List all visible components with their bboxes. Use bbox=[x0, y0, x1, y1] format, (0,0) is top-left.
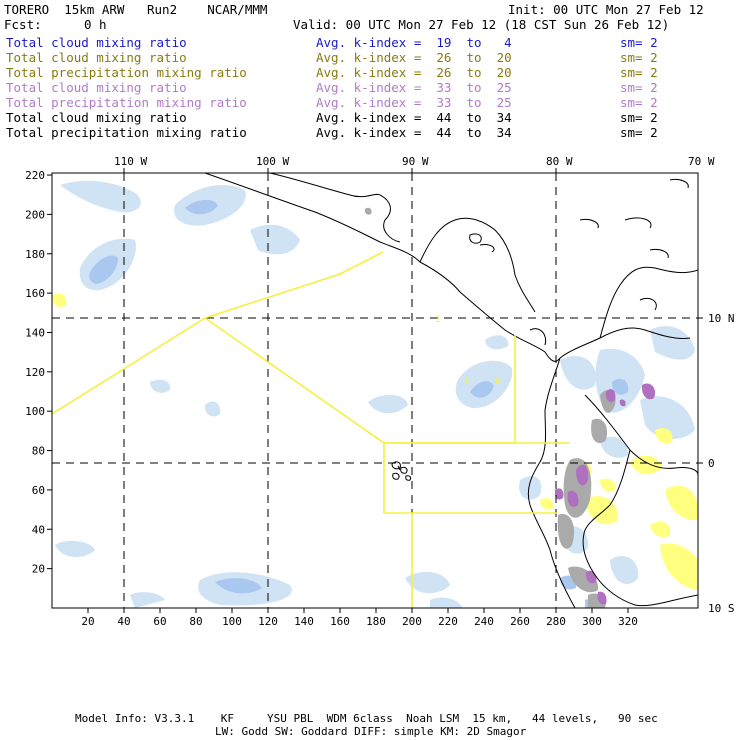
x-tick-label: 140 bbox=[294, 615, 314, 628]
field-smoothing: sm= 2 bbox=[620, 125, 658, 140]
field-kindex: Avg. k-index = 44 to 34 bbox=[316, 125, 512, 140]
x-tick-label: 240 bbox=[474, 615, 494, 628]
lon-label: 90 W bbox=[402, 155, 429, 168]
field-kindex: Avg. k-index = 44 to 34 bbox=[316, 110, 512, 125]
x-tick-label: 280 bbox=[546, 615, 566, 628]
y-tick-label: 220 bbox=[25, 169, 45, 182]
coastline bbox=[204, 173, 698, 608]
field-name: Total precipitation mixing ratio bbox=[6, 65, 247, 80]
x-tick-label: 200 bbox=[402, 615, 422, 628]
svg-text:a: a bbox=[494, 376, 499, 386]
field-name: Total cloud mixing ratio bbox=[6, 80, 187, 95]
field-kindex: Avg. k-index = 19 to 4 bbox=[316, 35, 512, 50]
field-kindex: Avg. k-index = 26 to 20 bbox=[316, 50, 512, 65]
y-tick-label: 20 bbox=[32, 563, 45, 576]
physics-info-line: LW: Godd SW: Goddard DIFF: simple KM: 2D… bbox=[215, 725, 527, 738]
lat-lon-grid bbox=[52, 173, 698, 608]
field-name: Total precipitation mixing ratio bbox=[6, 95, 247, 110]
y-tick-label: 60 bbox=[32, 484, 45, 497]
x-tick-label: 220 bbox=[438, 615, 458, 628]
lon-label: 80 W bbox=[546, 155, 573, 168]
field-smoothing: sm= 2 bbox=[620, 50, 658, 65]
field-smoothing: sm= 2 bbox=[620, 110, 658, 125]
lat-label: 10 S bbox=[708, 602, 735, 615]
x-tick-label: 80 bbox=[189, 615, 202, 628]
lon-label: 100 W bbox=[256, 155, 289, 168]
x-tick-label: 160 bbox=[330, 615, 350, 628]
y-tick-label: 160 bbox=[25, 287, 45, 300]
precipitation-shading bbox=[52, 293, 698, 590]
field-name: Total cloud mixing ratio bbox=[6, 35, 187, 50]
field-kindex: Avg. k-index = 33 to 25 bbox=[316, 95, 512, 110]
lat-label: 10 N bbox=[708, 312, 735, 325]
lat-label: 0 bbox=[708, 457, 715, 470]
valid-time: Valid: 00 UTC Mon 27 Feb 12 (18 CST Sun … bbox=[293, 17, 670, 32]
x-tick-label: 260 bbox=[510, 615, 530, 628]
y-tick-label: 140 bbox=[25, 326, 45, 339]
map-frame bbox=[51, 172, 699, 609]
forecast-label: Fcst: bbox=[4, 17, 42, 32]
field-name: Total cloud mixing ratio bbox=[6, 110, 187, 125]
x-tick-label: 300 bbox=[582, 615, 602, 628]
yellow-markers: 1 c a bbox=[435, 315, 499, 386]
cloud-mixing-ratio-shading bbox=[55, 180, 695, 608]
x-tick-label: 100 bbox=[222, 615, 242, 628]
y-tick-label: 180 bbox=[25, 248, 45, 261]
field-name: Total precipitation mixing ratio bbox=[6, 125, 247, 140]
x-tick-label: 180 bbox=[366, 615, 386, 628]
forecast-value: 0 h bbox=[84, 17, 107, 32]
x-tick-label: 20 bbox=[81, 615, 94, 628]
model-title: TORERO 15km ARW Run2 NCAR/MMM bbox=[4, 2, 268, 17]
svg-text:1: 1 bbox=[435, 315, 440, 325]
lon-label: 110 W bbox=[114, 155, 147, 168]
y-tick-label: 200 bbox=[25, 208, 45, 221]
field-smoothing: sm= 2 bbox=[620, 65, 658, 80]
domain-boundaries bbox=[52, 251, 570, 608]
field-kindex: Avg. k-index = 33 to 25 bbox=[316, 80, 512, 95]
y-tick-label: 120 bbox=[25, 366, 45, 379]
field-smoothing: sm= 2 bbox=[620, 80, 658, 95]
model-info-line: Model Info: V3.3.1 KF YSU PBL WDM 6class… bbox=[75, 712, 658, 725]
high-kindex-shading bbox=[554, 383, 656, 605]
field-kindex: Avg. k-index = 26 to 20 bbox=[316, 65, 512, 80]
field-name: Total cloud mixing ratio bbox=[6, 50, 187, 65]
y-tick-label: 80 bbox=[32, 445, 45, 458]
x-tick-label: 120 bbox=[258, 615, 278, 628]
field-smoothing: sm= 2 bbox=[620, 95, 658, 110]
y-tick-label: 40 bbox=[32, 523, 45, 536]
field-smoothing: sm= 2 bbox=[620, 35, 658, 50]
y-tick-label: 100 bbox=[25, 405, 45, 418]
init-time: Init: 00 UTC Mon 27 Feb 12 bbox=[508, 2, 704, 17]
x-tick-label: 60 bbox=[153, 615, 166, 628]
x-tick-label: 40 bbox=[117, 615, 130, 628]
svg-text:c: c bbox=[465, 376, 470, 386]
x-tick-label: 320 bbox=[618, 615, 638, 628]
cloud-core-shading bbox=[89, 199, 629, 608]
lon-label: 70 W bbox=[688, 155, 715, 168]
